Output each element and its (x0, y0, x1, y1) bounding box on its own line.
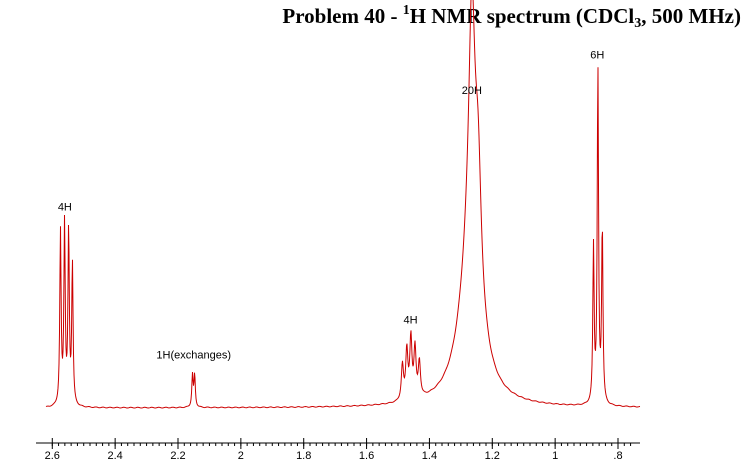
title-superscript: 1 (402, 3, 410, 18)
x-tick-label: 1.8 (296, 450, 311, 462)
integration-label: 1H(exchanges) (156, 350, 231, 362)
title-middle: H NMR spectrum (CDCl (409, 4, 635, 28)
integration-label: 20H (462, 85, 482, 97)
x-tick-label: 1 (552, 450, 558, 462)
x-tick-label: 1.4 (422, 450, 437, 462)
integration-label: 6H (590, 50, 604, 62)
integration-labels: 4H 1H(exchanges) 4H 20H 6H (58, 50, 605, 362)
x-tick-label: 2 (238, 450, 244, 462)
integration-label: 4H (404, 314, 418, 326)
title-prefix: Problem 40 - (282, 4, 403, 28)
spectrum-trace-group (45, 0, 641, 409)
x-tick-label: 2.2 (170, 450, 185, 462)
title-subscript: 3 (634, 16, 642, 31)
title-suffix: , 500 MHz) (641, 4, 741, 28)
x-axis: 2.6 2.4 2.2 2 1.8 1.6 1.4 1.2 1.8 (36, 438, 640, 462)
x-tick-label: 2.4 (107, 450, 122, 462)
x-tick-label: 1.6 (359, 450, 374, 462)
x-tick-label: 1.2 (485, 450, 500, 462)
x-tick-label: .8 (613, 450, 622, 462)
x-tick-label: 2.6 (45, 450, 60, 462)
integration-label: 4H (58, 201, 72, 213)
spectrum-line (45, 0, 641, 409)
chart-title: Problem 40 - 1H NMR spectrum (CDCl3, 500… (282, 3, 741, 31)
